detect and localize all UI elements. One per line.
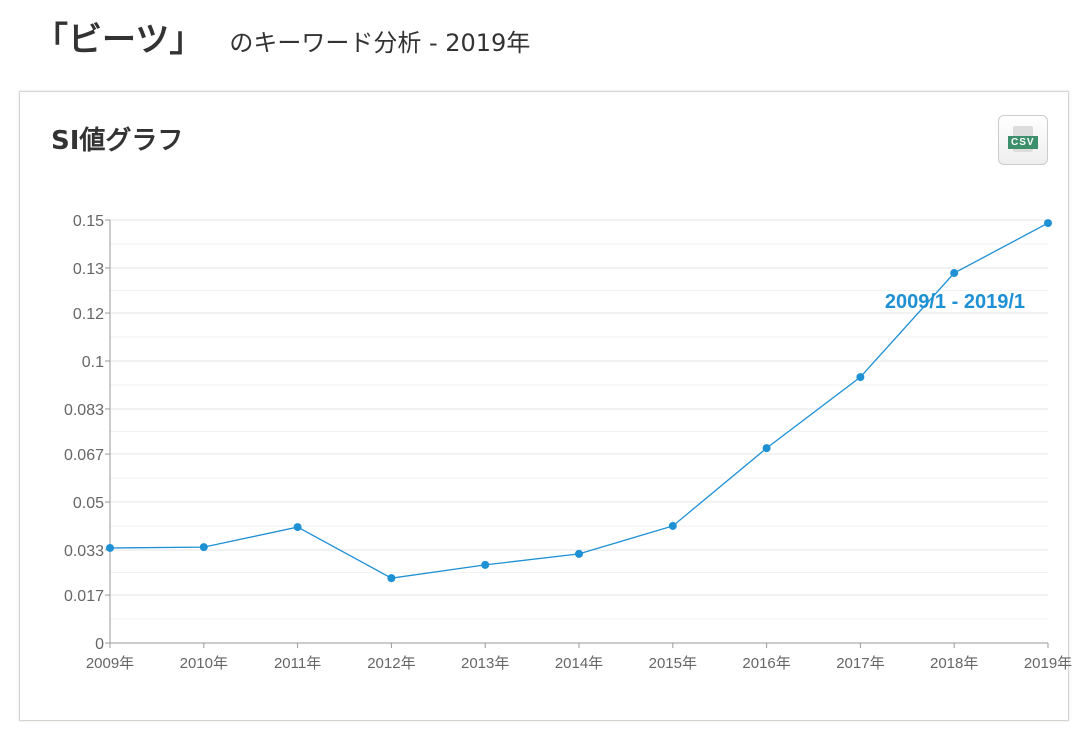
data-point	[481, 560, 490, 569]
x-tick-label: 2017年	[836, 655, 884, 672]
data-point	[856, 373, 865, 382]
x-tick-label: 2016年	[742, 655, 790, 672]
data-point	[387, 574, 396, 583]
si-graph-panel: SI値グラフ CSV	[19, 91, 1069, 721]
x-tick-label: 2019年	[1024, 655, 1072, 672]
x-tick-label: 2011年	[274, 655, 321, 672]
csv-download-button[interactable]: CSV	[998, 115, 1048, 165]
data-point	[199, 543, 208, 552]
y-tick-label: 0	[95, 636, 104, 653]
y-tick-label: 0.15	[73, 213, 104, 230]
x-tick-label: 2015年	[649, 655, 697, 672]
data-point	[950, 269, 959, 278]
x-tick-label: 2010年	[180, 655, 228, 672]
y-tick-label: 0.1	[82, 354, 104, 371]
data-point	[293, 523, 302, 532]
panel-title: SI値グラフ	[51, 126, 184, 156]
data-point	[1044, 219, 1052, 228]
x-tick-label: 2014年	[555, 655, 603, 672]
y-tick-label: 0.017	[64, 588, 104, 605]
y-tick-label: 0.12	[73, 306, 104, 323]
x-tick-label: 2013年	[461, 655, 509, 672]
series-line	[109, 222, 1049, 579]
x-tick-label: 2009年	[86, 655, 134, 672]
page-subtitle: のキーワード分析 - 2019年	[229, 29, 531, 57]
data-point	[106, 543, 114, 552]
csv-icon: CSV	[1008, 136, 1038, 149]
y-tick-label: 0.13	[73, 261, 104, 278]
page-header: 「ビーツ」 のキーワード分析 - 2019年	[34, 12, 530, 61]
keyword-title: 「ビーツ」	[34, 20, 204, 60]
series-label: 2009/1 - 2019/1	[885, 291, 1025, 313]
y-tick-label: 0.067	[64, 447, 104, 464]
data-point	[668, 521, 677, 530]
y-tick-label: 0.083	[64, 402, 104, 419]
x-tick-label: 2012年	[367, 655, 415, 672]
x-tick-label: 2018年	[930, 655, 978, 672]
data-point	[762, 444, 771, 453]
y-tick-label: 0.033	[64, 543, 104, 560]
data-point	[575, 549, 583, 558]
y-tick-label: 0.05	[73, 495, 104, 512]
